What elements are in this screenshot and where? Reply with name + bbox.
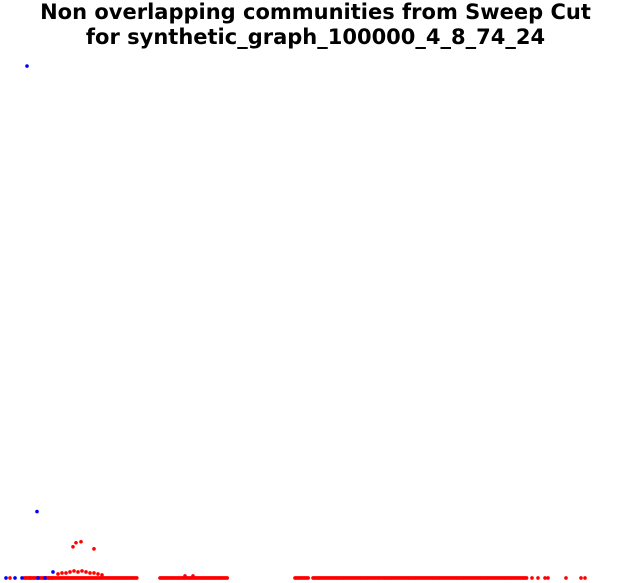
red-point: [183, 574, 187, 578]
red-point: [74, 540, 78, 545]
red-point: [64, 571, 68, 575]
red-point: [88, 571, 92, 575]
red-point: [579, 576, 583, 580]
red-point: [564, 576, 568, 580]
blue-point: [4, 576, 8, 580]
chart-title-line-2: for synthetic_graph_100000_4_8_74_24: [85, 25, 546, 49]
blue-point: [20, 576, 24, 580]
red-point: [68, 570, 72, 574]
red-point: [76, 570, 80, 574]
red-point: [79, 539, 83, 544]
red-point: [60, 571, 64, 575]
blue-point: [36, 576, 40, 580]
red-point: [92, 571, 96, 575]
red-point: [306, 576, 311, 580]
red-point: [47, 576, 51, 580]
red-point: [50, 576, 54, 580]
plot-area: [4, 64, 587, 580]
red-point: [71, 545, 75, 549]
red-point: [546, 576, 550, 580]
red-point: [225, 576, 229, 580]
red-point: [524, 576, 529, 580]
red-point: [135, 576, 139, 580]
blue-point: [51, 570, 55, 574]
blue-point: [13, 576, 17, 580]
blue-point: [25, 64, 29, 68]
red-point: [530, 576, 534, 580]
chart-title: Non overlapping communities from Sweep C…: [0, 0, 631, 50]
red-point: [72, 569, 76, 573]
blue-point: [43, 576, 47, 580]
red-point: [8, 576, 12, 580]
red-point: [96, 572, 100, 576]
red-point: [583, 576, 587, 580]
red-point: [28, 576, 32, 580]
red-point: [536, 576, 540, 580]
blue-point: [35, 509, 39, 514]
red-point: [80, 569, 84, 573]
red-point: [84, 570, 88, 574]
chart-title-line-1: Non overlapping communities from Sweep C…: [40, 0, 591, 24]
red-point: [100, 573, 104, 577]
red-point: [543, 576, 547, 580]
red-point: [56, 572, 60, 576]
red-point: [92, 547, 96, 551]
red-point: [191, 574, 195, 578]
